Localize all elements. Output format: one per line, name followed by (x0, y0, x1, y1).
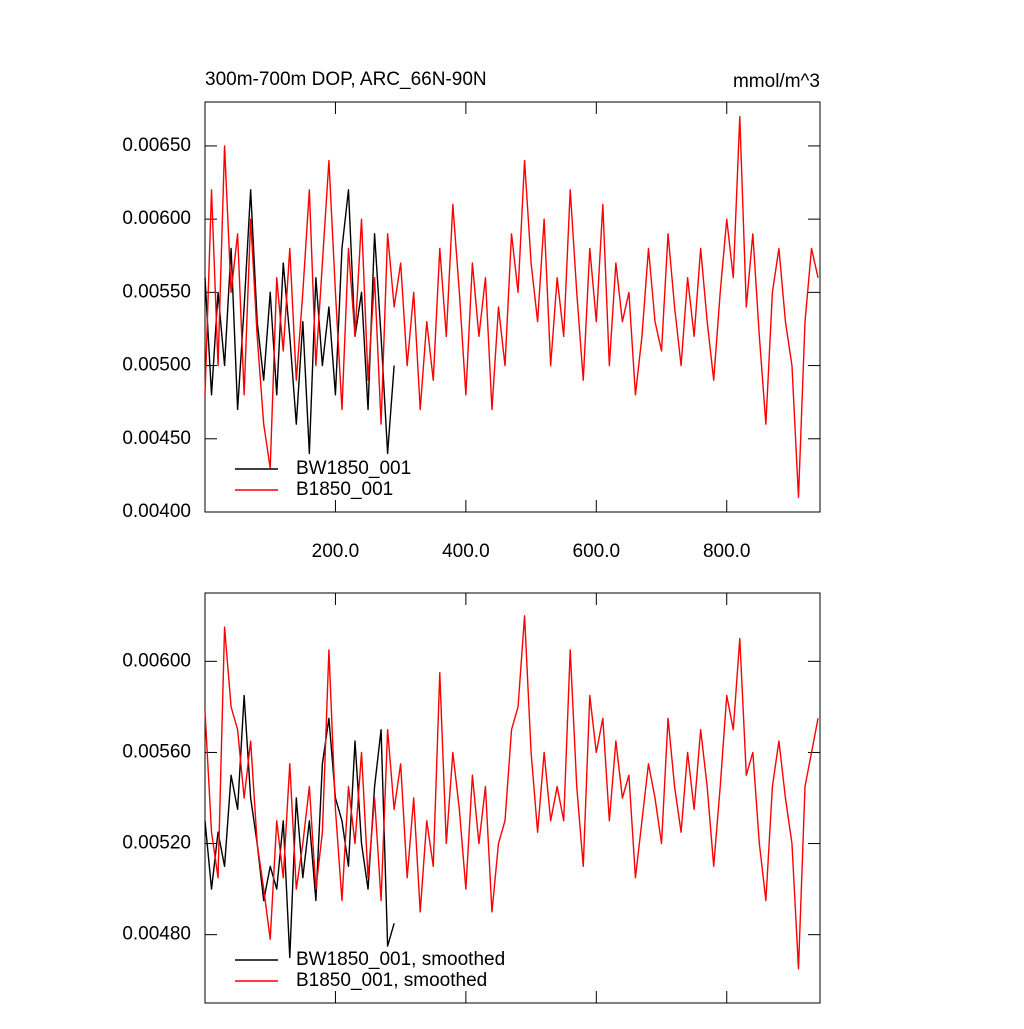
chart-title: 300m-700m DOP, ARC_66N-90N (205, 69, 487, 90)
y-tick-label: 0.00480 (122, 924, 191, 945)
legend-label: BW1850_001 (296, 458, 411, 479)
legend-label: BW1850_001, smoothed (296, 949, 505, 970)
x-tick-label: 800.0 (703, 541, 751, 562)
y-tick-label: 0.00560 (122, 741, 191, 762)
plot-frame (204, 101, 821, 513)
data-line (204, 615, 819, 970)
y-tick-label: 0.00450 (122, 428, 191, 449)
y-tick-label: 0.00520 (122, 833, 191, 854)
y-tick-label: 0.00400 (122, 501, 191, 522)
y-tick-label: 0.00500 (122, 355, 191, 376)
y-tick-label: 0.00650 (122, 135, 191, 156)
data-line (204, 694, 395, 959)
legend-label: B1850_001 (296, 479, 393, 500)
y-tick-label: 0.00550 (122, 281, 191, 302)
y-tick-label: 0.00600 (122, 208, 191, 229)
x-tick-label: 600.0 (573, 541, 621, 562)
units-label: mmol/m^3 (733, 71, 820, 92)
x-tick-label: 200.0 (312, 541, 360, 562)
x-tick-label: 400.0 (442, 541, 490, 562)
data-line (204, 189, 395, 455)
y-tick-label: 0.00600 (122, 650, 191, 671)
data-line (204, 115, 819, 499)
plot-frame (204, 592, 821, 1004)
legend-label: B1850_001, smoothed (296, 970, 487, 991)
